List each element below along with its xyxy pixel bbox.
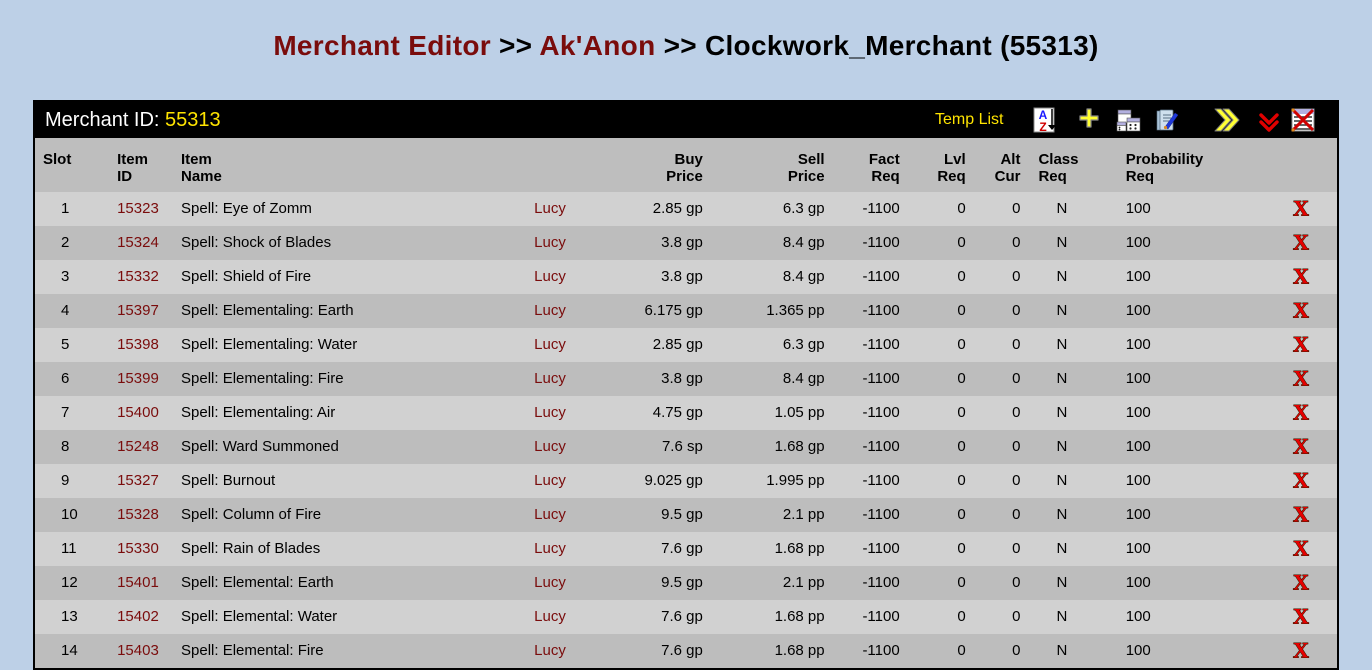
svg-text:X: X [1293,334,1309,356]
svg-text:X: X [1293,198,1309,220]
svg-text:X: X [1293,640,1309,662]
svg-text:Z: Z [1039,120,1046,133]
svg-text:X: X [1293,266,1309,288]
svg-text:X: X [1293,572,1309,594]
svg-text:X: X [1293,402,1309,424]
svg-text:X: X [1293,538,1309,560]
svg-text:X: X [1293,300,1309,322]
svg-text:X: X [1293,504,1309,526]
svg-text:X: X [1293,368,1309,390]
svg-text:X: X [1293,436,1309,458]
svg-text:X: X [1293,606,1309,628]
svg-text:X: X [1293,232,1309,254]
svg-text:X: X [1293,470,1309,492]
